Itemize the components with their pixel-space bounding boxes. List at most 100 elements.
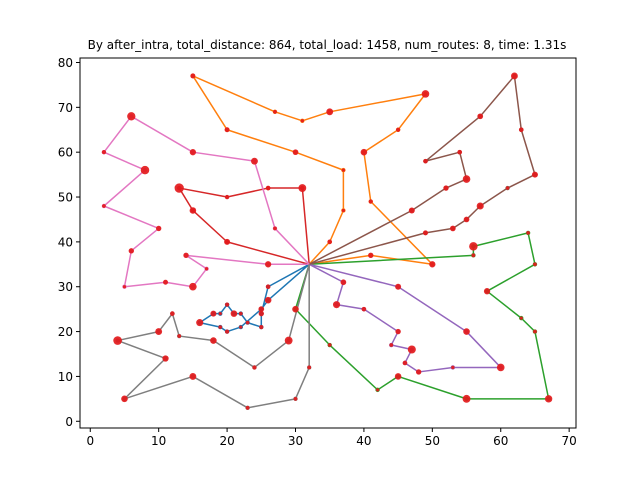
customer-point-91	[284, 336, 293, 345]
customer-point-2	[258, 310, 264, 317]
customer-point-16	[327, 239, 333, 245]
customer-point-98	[162, 355, 169, 362]
customer-point-85	[140, 165, 150, 175]
customer-point-19	[292, 149, 299, 156]
customer-point-50	[340, 279, 347, 286]
customer-point-43	[292, 305, 299, 313]
customer-point-18	[341, 168, 346, 172]
x-tick-label-0: 0	[86, 434, 94, 448]
customer-point-27	[360, 148, 368, 156]
x-axis-ticks: 0 10 20 30 40 50 60 70	[86, 428, 577, 448]
x-tick-label-70: 70	[562, 434, 577, 448]
customer-point-58	[451, 365, 455, 370]
customer-point-54	[389, 343, 394, 347]
customer-point-55	[407, 345, 416, 354]
y-axis-ticks: 0 10 20 30 40 50 60 70 80	[58, 56, 80, 429]
customer-point-38	[544, 395, 553, 403]
customer-point-10	[196, 319, 204, 327]
customer-point-100	[189, 372, 197, 380]
route-line-5	[308, 263, 502, 373]
customer-point-60	[463, 328, 470, 335]
customer-point-53	[395, 328, 401, 335]
customer-point-46	[174, 183, 184, 193]
customer-point-51	[333, 301, 341, 309]
customer-point-72	[476, 202, 484, 210]
x-tick-label-60: 60	[493, 434, 508, 448]
customer-point-52	[361, 306, 367, 312]
customer-point-14	[258, 306, 265, 313]
route-line-6	[308, 75, 536, 266]
axes-frame	[79, 57, 577, 429]
customer-point-30	[368, 252, 374, 259]
customer-point-59	[496, 363, 505, 372]
customer-point-56	[402, 360, 408, 366]
customer-point-31	[471, 253, 476, 258]
customer-point-11	[218, 325, 223, 329]
y-tick-label-80: 80	[58, 56, 73, 70]
customer-point-84	[102, 204, 106, 208]
customer-point-87	[127, 112, 136, 121]
customer-point-103	[307, 365, 312, 370]
customer-point-4	[245, 320, 250, 325]
customer-point-15	[264, 296, 272, 304]
customer-point-12	[224, 329, 230, 334]
customer-point-63	[443, 185, 449, 191]
customer-point-96	[155, 328, 163, 336]
customer-point-32	[469, 242, 478, 251]
customer-point-69	[518, 127, 524, 133]
customer-point-82	[128, 248, 135, 254]
customer-point-24	[326, 108, 334, 116]
customer-point-3	[259, 324, 264, 330]
customer-points	[101, 72, 553, 411]
customer-point-35	[483, 288, 491, 295]
customer-point-74	[450, 225, 456, 232]
customer-point-101	[245, 405, 250, 410]
customer-point-40	[394, 373, 402, 380]
customer-point-37	[533, 329, 537, 334]
customer-point-25	[421, 90, 430, 98]
customer-point-65	[457, 149, 463, 155]
chart-title: By after_intra, total_distance: 864, tot…	[88, 38, 567, 52]
customer-point-21	[190, 73, 196, 79]
route-line-4	[178, 187, 310, 266]
customer-point-17	[341, 208, 346, 213]
customer-point-28	[368, 199, 373, 204]
customer-point-29	[429, 261, 436, 268]
customer-point-61	[395, 283, 402, 290]
y-tick-label-30: 30	[58, 280, 73, 294]
y-tick-label-60: 60	[58, 146, 73, 160]
x-tick-label-50: 50	[425, 434, 440, 448]
x-tick-label-10: 10	[151, 434, 166, 448]
customer-point-8	[218, 311, 222, 316]
route-line-1	[198, 263, 310, 333]
customer-point-26	[396, 127, 401, 132]
customer-point-45	[189, 207, 197, 214]
customer-point-86	[101, 150, 107, 155]
customer-point-79	[189, 282, 197, 291]
customer-point-83	[155, 225, 162, 232]
customer-point-81	[122, 285, 127, 289]
y-tick-label-50: 50	[58, 191, 73, 205]
customer-point-73	[463, 216, 470, 223]
customer-point-48	[265, 185, 271, 191]
customer-point-76	[264, 261, 272, 268]
customer-point-6	[230, 310, 238, 317]
customer-point-7	[224, 302, 230, 307]
customer-point-41	[375, 388, 380, 392]
customer-point-102	[293, 396, 298, 401]
y-tick-label-0: 0	[65, 415, 73, 429]
customer-point-64	[462, 175, 471, 183]
customer-point-9	[210, 310, 217, 317]
customer-point-44	[224, 238, 231, 245]
y-tick-label-70: 70	[58, 101, 73, 115]
customer-point-93	[210, 337, 217, 344]
route-lines	[103, 75, 550, 409]
y-tick-label-40: 40	[58, 235, 73, 249]
x-tick-label-20: 20	[219, 434, 234, 448]
customer-point-47	[225, 195, 229, 199]
y-tick-label-20: 20	[58, 325, 73, 339]
customer-point-89	[251, 157, 258, 165]
customer-point-88	[189, 149, 197, 156]
customer-point-34	[533, 262, 537, 267]
